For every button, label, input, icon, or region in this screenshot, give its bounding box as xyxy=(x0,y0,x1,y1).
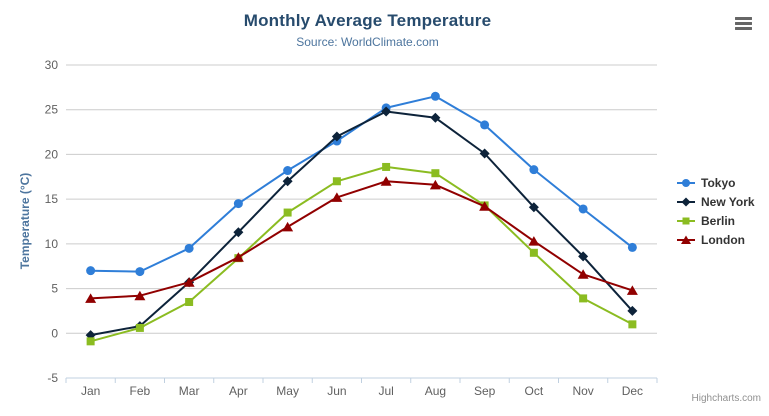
marker-london-may[interactable] xyxy=(282,221,294,232)
legend-symbol-london xyxy=(677,235,695,244)
x-axis-tick-label: Feb xyxy=(130,384,151,398)
marker-tokyo-sep[interactable] xyxy=(480,120,490,130)
series-line-london xyxy=(89,180,634,300)
marker-london-jun[interactable] xyxy=(331,192,343,202)
x-axis-tick-label: Aug xyxy=(425,384,446,398)
y-axis-title: Temperature (°C) xyxy=(18,172,32,270)
series-line-tokyo xyxy=(89,95,634,273)
legend-label: New York xyxy=(701,195,755,209)
hamburger-icon xyxy=(735,16,753,30)
marker-berlin-dec[interactable] xyxy=(628,320,637,329)
marker-london-sep[interactable] xyxy=(479,201,491,211)
x-axis-tick-label: Oct xyxy=(525,384,544,398)
marker-berlin-mar[interactable] xyxy=(185,297,194,306)
marker-berlin-jan[interactable] xyxy=(86,337,95,346)
marker-london-apr[interactable] xyxy=(232,252,244,262)
marker-new-york-jul[interactable] xyxy=(381,106,392,117)
x-axis-tick-label: Jan xyxy=(81,384,100,398)
marker-tokyo-aug[interactable] xyxy=(430,91,440,101)
legend-symbol-marker xyxy=(682,217,690,225)
series-line-berlin xyxy=(89,165,634,343)
marker-new-york-nov[interactable] xyxy=(578,251,589,262)
marker-london-feb[interactable] xyxy=(134,290,146,301)
x-axis-tick-label: Sep xyxy=(474,384,496,398)
x-axis-tick-label: Jul xyxy=(378,384,393,398)
x-axis-tick-label: Apr xyxy=(229,384,248,398)
marker-london-aug[interactable] xyxy=(429,179,441,190)
x-axis-tick-label: Mar xyxy=(179,384,200,398)
legend-label: London xyxy=(701,233,745,247)
context-menu-button[interactable] xyxy=(732,13,756,35)
x-axis-tick-label: May xyxy=(276,384,299,398)
legend-symbol-new-york xyxy=(677,197,695,207)
legend-symbol-tokyo xyxy=(677,179,695,187)
marker-london-nov[interactable] xyxy=(577,269,589,279)
legend-item-london[interactable]: London xyxy=(676,233,755,247)
marker-new-york-may[interactable] xyxy=(282,176,293,187)
legend-label: Tokyo xyxy=(701,176,736,190)
legend-symbol-marker xyxy=(681,197,691,207)
legend-symbol-marker xyxy=(681,235,691,244)
marker-berlin-jul[interactable] xyxy=(382,162,391,171)
marker-london-oct[interactable] xyxy=(528,236,540,246)
chart-subtitle: Source: WorldClimate.com xyxy=(296,35,439,49)
legend-item-berlin[interactable]: Berlin xyxy=(676,214,755,228)
y-axis-tick-label: -5 xyxy=(47,371,58,385)
series-tokyo xyxy=(86,91,637,277)
marker-london-jan[interactable] xyxy=(85,293,97,303)
marker-new-york-apr[interactable] xyxy=(233,227,244,238)
marker-london-jul[interactable] xyxy=(380,176,392,186)
marker-tokyo-may[interactable] xyxy=(283,166,293,176)
legend: Tokyo New York Berlin London xyxy=(676,176,755,247)
marker-tokyo-oct[interactable] xyxy=(529,165,539,175)
marker-berlin-feb[interactable] xyxy=(135,323,144,332)
marker-berlin-may[interactable] xyxy=(283,208,292,217)
marker-tokyo-feb[interactable] xyxy=(135,267,145,277)
x-axis-tick-label: Jun xyxy=(327,384,346,398)
marker-berlin-oct[interactable] xyxy=(529,248,538,257)
y-axis-tick-label: 30 xyxy=(45,58,59,72)
y-axis-tick-label: 5 xyxy=(51,282,58,296)
marker-berlin-jun[interactable] xyxy=(332,177,341,186)
legend-item-new-york[interactable]: New York xyxy=(676,195,755,209)
legend-label: Berlin xyxy=(701,214,736,228)
chart-title: Monthly Average Temperature xyxy=(243,11,492,30)
x-axis-tick-label: Nov xyxy=(572,384,593,398)
series-london xyxy=(85,176,638,303)
credits-link[interactable]: Highcharts.com xyxy=(691,393,761,404)
legend-symbol-marker xyxy=(682,179,690,187)
x-axis-tick-label: Dec xyxy=(622,384,643,398)
marker-new-york-aug[interactable] xyxy=(430,112,441,123)
marker-new-york-dec[interactable] xyxy=(627,305,638,316)
y-axis-tick-label: 20 xyxy=(45,147,59,161)
marker-berlin-nov[interactable] xyxy=(579,294,588,303)
marker-berlin-aug[interactable] xyxy=(431,169,440,178)
marker-tokyo-nov[interactable] xyxy=(578,204,588,214)
y-axis-tick-label: 0 xyxy=(51,326,58,340)
marker-tokyo-mar[interactable] xyxy=(184,243,194,253)
marker-tokyo-dec[interactable] xyxy=(627,242,637,252)
series-new-york xyxy=(85,106,638,341)
marker-new-york-sep[interactable] xyxy=(479,148,490,159)
y-axis-tick-label: 15 xyxy=(45,192,59,206)
series-line-new-york xyxy=(89,110,634,337)
legend-item-tokyo[interactable]: Tokyo xyxy=(676,176,755,190)
y-axis-tick-label: 10 xyxy=(45,237,59,251)
marker-london-dec[interactable] xyxy=(626,285,638,295)
marker-london-mar[interactable] xyxy=(183,277,195,287)
marker-tokyo-apr[interactable] xyxy=(233,199,243,209)
marker-tokyo-jan[interactable] xyxy=(86,266,96,276)
legend-symbol-berlin xyxy=(677,217,695,225)
marker-new-york-jun[interactable] xyxy=(331,131,342,142)
y-axis-tick-label: 25 xyxy=(45,103,59,117)
marker-new-york-oct[interactable] xyxy=(528,202,539,213)
